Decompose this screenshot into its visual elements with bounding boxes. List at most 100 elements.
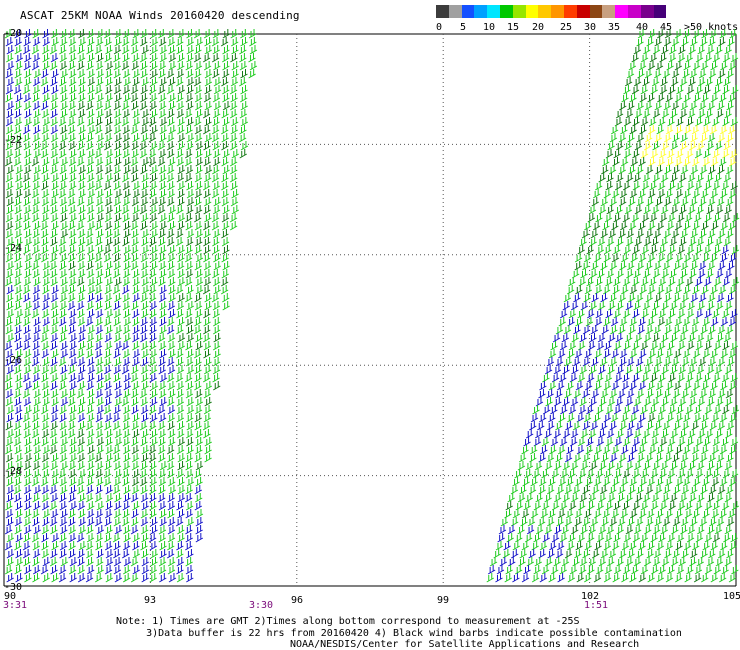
wind-barb [696, 237, 705, 247]
wind-barb [139, 205, 148, 215]
wind-barb [42, 389, 50, 399]
wind-barb [655, 197, 663, 207]
wind-barb [519, 485, 527, 495]
wind-barb [589, 237, 597, 247]
wind-barb [589, 397, 597, 407]
wind-barb [104, 341, 113, 351]
wind-barb [113, 405, 121, 415]
wind-barb [6, 77, 15, 87]
wind-barb [150, 277, 158, 287]
wind-barb [78, 237, 86, 247]
wind-barb [683, 413, 691, 423]
wind-barb [32, 85, 41, 95]
wind-barb [150, 61, 158, 71]
wind-barb [14, 45, 22, 55]
wind-barb [710, 189, 719, 199]
wind-barb [41, 437, 49, 447]
wind-barb [130, 37, 139, 47]
wind-barb [95, 509, 104, 519]
wind-barb [664, 325, 672, 335]
wind-barb [524, 533, 533, 543]
wind-barb [598, 525, 607, 535]
wind-barb [728, 93, 736, 103]
wind-barb [230, 29, 238, 39]
wind-barb [637, 69, 645, 79]
wind-barb [652, 365, 660, 375]
wind-barb [158, 61, 167, 71]
wind-barb [686, 373, 694, 383]
wind-barb [696, 205, 704, 215]
wind-barb [222, 245, 230, 255]
wind-barb [33, 149, 42, 159]
wind-barb [96, 501, 105, 511]
wind-barb [58, 469, 67, 479]
wind-barb [6, 205, 14, 215]
wind-barb [664, 317, 673, 327]
wind-barb [672, 453, 680, 463]
wind-barb [239, 125, 247, 135]
wind-barb [677, 53, 686, 63]
wind-barb [186, 69, 194, 79]
wind-barb [67, 429, 76, 439]
wind-barb [686, 565, 694, 575]
wind-barb [78, 381, 86, 391]
wind-barb [77, 197, 85, 207]
wind-barb [105, 485, 113, 495]
wind-barb [59, 317, 67, 327]
wind-barb [608, 549, 617, 559]
wind-barb [67, 197, 76, 207]
wind-barb [167, 565, 176, 575]
wind-barb [650, 533, 658, 543]
wind-barb [602, 157, 610, 167]
wind-barb [517, 493, 526, 503]
wind-barb [87, 85, 95, 95]
wind-barb [649, 277, 657, 287]
wind-barb [710, 61, 718, 71]
wind-barb [710, 381, 718, 391]
wind-barb [535, 525, 544, 535]
wind-barb [685, 469, 694, 479]
wind-barb [562, 429, 571, 439]
wind-barb [23, 245, 31, 255]
wind-barb [621, 253, 629, 263]
wind-barb [569, 565, 578, 575]
wind-barb [731, 85, 739, 95]
wind-barb [176, 325, 184, 335]
wind-barb [730, 53, 739, 63]
wind-barb [94, 341, 103, 351]
wind-barb [677, 373, 686, 383]
wind-barb [699, 389, 708, 399]
wind-barb [687, 525, 696, 535]
wind-barb [168, 53, 177, 63]
wind-barb [5, 389, 14, 399]
wind-barb [113, 269, 121, 279]
wind-barb [607, 141, 615, 151]
wind-barb [23, 125, 31, 135]
wind-barb [194, 61, 203, 71]
wind-barb [698, 293, 707, 303]
wind-barb [674, 285, 682, 295]
wind-barb [176, 565, 184, 575]
wind-barb [96, 189, 104, 199]
wind-barb [6, 517, 14, 527]
wind-barb [647, 285, 656, 295]
wind-barb [96, 437, 105, 447]
wind-barb [95, 61, 104, 71]
wind-barb [573, 325, 581, 335]
wind-barb [87, 93, 95, 103]
wind-barb [653, 261, 662, 271]
wind-barb [33, 397, 42, 407]
wind-barb [606, 269, 615, 279]
wind-barb [194, 261, 202, 271]
wind-barb [31, 157, 40, 167]
wind-barb [526, 557, 535, 567]
wind-barb [611, 381, 620, 391]
wind-barb [675, 541, 683, 551]
wind-barb [590, 461, 598, 471]
wind-barb [586, 437, 594, 447]
wind-barb [87, 325, 96, 335]
wind-barb [15, 53, 24, 63]
wind-barb [625, 109, 634, 119]
wind-barb [598, 365, 606, 375]
wind-barb [5, 509, 14, 519]
